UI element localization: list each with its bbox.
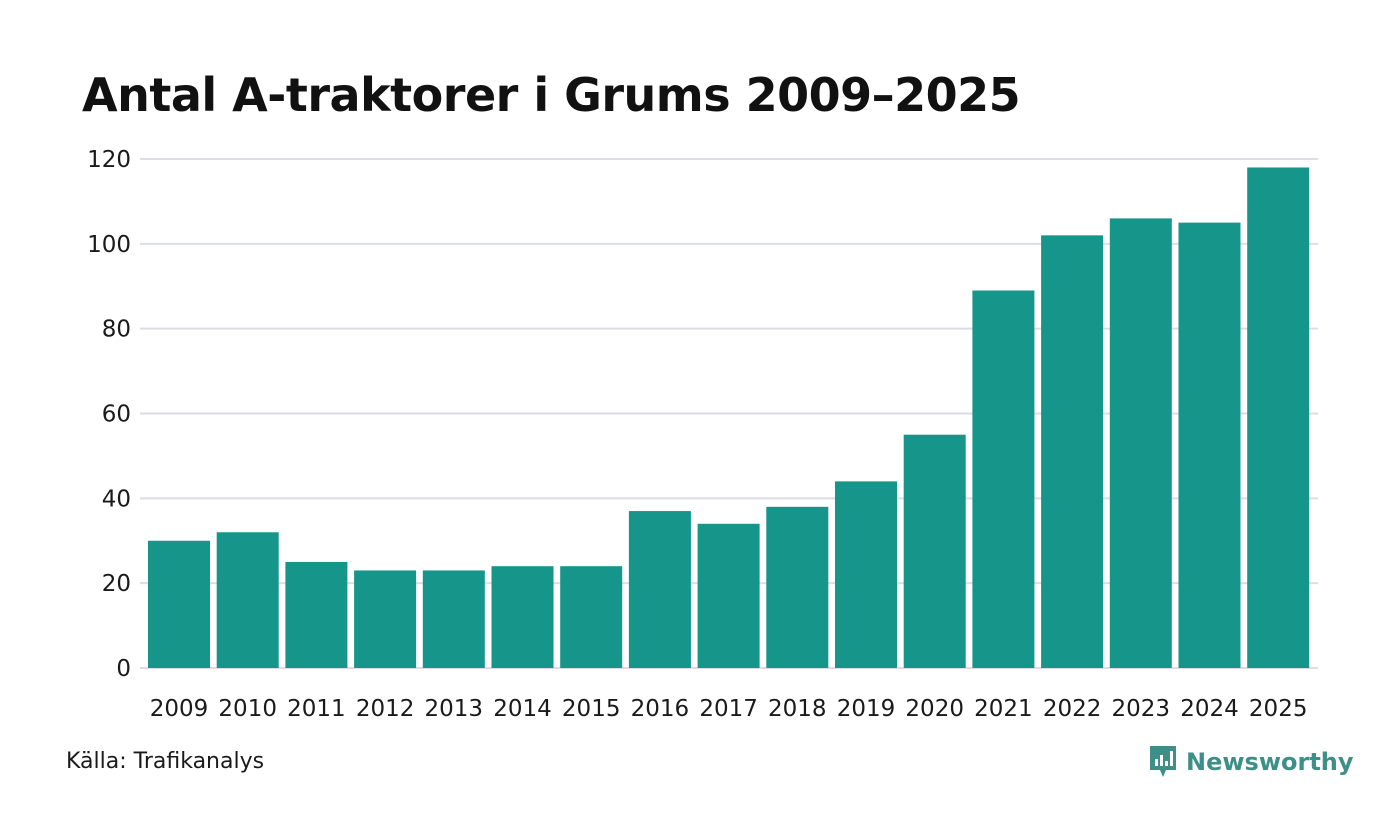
y-tick-label: 100 [87,232,131,258]
x-tick-label: 2014 [493,696,552,722]
x-tick-label: 2018 [768,696,827,722]
x-tick-label: 2024 [1180,696,1239,722]
y-tick-label: 40 [102,486,131,512]
x-axis-ticks: 2009 2010 2011 2012 2013 2014 2015 2016 2017 2018… [150,696,1308,722]
y-tick-label: 20 [102,571,131,597]
x-tick-label: 2019 [837,696,896,722]
bar-2020 [903,434,966,668]
x-tick-label: 2016 [631,696,690,722]
x-tick-label: 2020 [905,696,964,722]
bar-2024 [1178,222,1241,668]
newsworthy-logo-icon [1150,746,1176,777]
y-axis-ticks: 0 20 40 60 80 100 120 [87,147,131,682]
chart-title: Antal A-traktorer i Grums 2009–2025 [82,68,1021,122]
x-tick-label: 2010 [218,696,277,722]
bar-2012 [354,570,417,668]
bar-2010 [216,532,279,668]
x-tick-label: 2011 [287,696,346,722]
x-tick-label: 2023 [1112,696,1171,722]
bar-2018 [766,506,829,668]
bar-2022 [1041,235,1104,668]
x-tick-label: 2009 [150,696,209,722]
bar-2014 [491,566,554,668]
bar-2009 [148,540,210,668]
bar-2016 [628,511,691,668]
bars [148,167,1310,668]
y-tick-label: 0 [116,656,131,682]
bar-2019 [835,481,897,668]
y-tick-label: 120 [87,147,131,173]
bar-2025 [1247,167,1310,668]
brand-name: Newsworthy [1186,748,1354,776]
x-tick-label: 2017 [699,696,758,722]
x-tick-label: 2015 [562,696,621,722]
x-tick-label: 2022 [1043,696,1102,722]
source-note: Källa: Trafikanalys [66,749,265,774]
bar-2013 [422,570,485,668]
bar-2023 [1109,218,1172,668]
x-tick-label: 2013 [425,696,484,722]
bar-2015 [560,566,623,668]
bar-2017 [697,523,760,668]
brand-logo: Newsworthy [1148,744,1354,780]
x-tick-label: 2021 [974,696,1033,722]
y-tick-label: 60 [102,402,131,428]
x-tick-label: 2025 [1249,696,1308,722]
bar-2021 [972,290,1035,668]
bar-2011 [285,561,348,668]
x-tick-label: 2012 [356,696,415,722]
y-tick-label: 80 [102,317,131,343]
